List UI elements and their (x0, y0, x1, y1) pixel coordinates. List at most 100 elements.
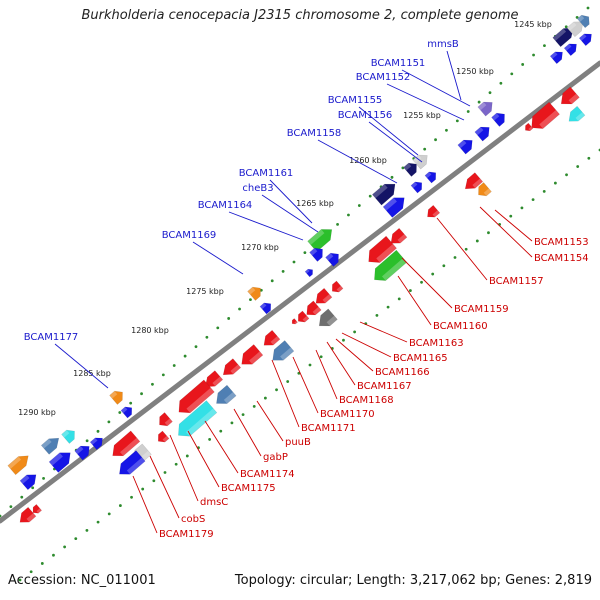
tick-dot (347, 213, 350, 217)
gene-arrow-body (478, 182, 492, 197)
inner-tick-track (18, 148, 600, 582)
gene-arrow-highlight (140, 450, 152, 461)
forward-label-leader (317, 139, 398, 184)
tick-dot (249, 298, 252, 302)
tick-dot (205, 335, 209, 339)
gene-arrow-body (531, 101, 560, 129)
gene-arrow-body (259, 302, 272, 315)
reverse-label-leader (397, 275, 432, 326)
gene-arrow-body (368, 235, 397, 263)
forward-gene (491, 112, 505, 127)
gene-arrow-highlight (474, 127, 484, 136)
gene-arrow-body (563, 43, 577, 57)
gene-arrow-body (222, 358, 242, 376)
gene-arrow-body (216, 384, 237, 404)
reverse-gene-label: BCAM1175 (221, 483, 276, 494)
gene-arrow-body (89, 437, 103, 451)
gene-arrow-body (549, 51, 563, 65)
gene-arrow-body (241, 344, 264, 365)
forward-gene (410, 181, 423, 194)
tick-dot (219, 429, 223, 433)
gene-arrow-highlight (472, 178, 483, 189)
reverse-label-leader (315, 349, 338, 400)
tick-dot (129, 401, 133, 405)
tick-dot (420, 280, 423, 284)
forward-gene-label: BCAM1152 (356, 72, 411, 83)
gene-arrow-body (32, 504, 42, 514)
tick-dot (431, 272, 435, 276)
gene-arrow-body (119, 450, 146, 475)
gene-arrow-body (7, 455, 29, 476)
reverse-gene (315, 287, 333, 304)
tick-dot (183, 354, 187, 358)
gene-arrow-body (61, 429, 75, 444)
tick-dot (140, 392, 143, 396)
gene-arrow-highlight (90, 437, 98, 445)
gene-arrow-highlight (412, 155, 422, 164)
reverse-gene-label: BCAM1163 (409, 338, 464, 349)
tick-dot (553, 181, 557, 185)
gene-arrow-body (412, 154, 428, 170)
gene-arrow-body (560, 86, 580, 105)
reverse-gene-label: cobS (181, 514, 205, 525)
reverse-label-leader (401, 257, 453, 309)
forward-gene-label: BCAM1151 (371, 58, 426, 69)
forward-gene (576, 14, 590, 29)
tick-dot (281, 270, 285, 273)
gene-arrow-highlight (270, 336, 280, 346)
tick-dot (564, 25, 568, 29)
gene-arrow-body (204, 370, 224, 388)
tick-dot (375, 313, 379, 317)
gene-arrow-highlight (185, 408, 217, 437)
tick-dot (475, 239, 479, 243)
tick-dot (0, 514, 2, 518)
gene-arrow-body (477, 101, 493, 117)
kbp-tick: 1270 kbp (241, 243, 279, 252)
forward-gene (549, 51, 563, 65)
tick-dot (390, 175, 394, 179)
kbp-tick: 1280 kbp (131, 326, 169, 335)
tick-dot (408, 289, 412, 292)
gene-arrow-highlight (322, 294, 332, 304)
forward-label-leader (54, 343, 109, 389)
tick-dot (565, 173, 568, 177)
tick-dot (40, 562, 44, 565)
tick-dot (510, 72, 514, 76)
reverse-gene-label: BCAM1154 (534, 253, 589, 264)
gene-arrow-highlight (280, 347, 294, 361)
reverse-gene (531, 101, 560, 129)
tick-dot (29, 570, 33, 574)
gene-arrow-highlight (382, 258, 407, 281)
gene-arrow-body (568, 105, 586, 122)
gene-arrow-body (576, 14, 590, 29)
gene-arrow-highlight (325, 253, 334, 261)
gene-arrow-highlight (376, 244, 397, 263)
forward-gene (120, 406, 133, 419)
tick-dot (107, 512, 111, 516)
tick-dot (141, 487, 145, 491)
outer-tick-track (0, 6, 590, 518)
gene-arrow-highlight (432, 210, 440, 218)
gene-arrow-highlight (564, 43, 572, 51)
gene-arrow-highlight (309, 248, 318, 256)
tick-dot (531, 198, 535, 202)
reverse-gene (374, 249, 408, 281)
kbp-tick-label: 1265 kbp (296, 199, 334, 208)
tick-dot (532, 53, 535, 57)
tick-dot (152, 479, 156, 483)
reverse-gene-label: BCAM1159 (454, 304, 509, 315)
forward-gene (403, 162, 417, 177)
tick-dot (368, 194, 372, 198)
reverse-label-leader (494, 209, 533, 242)
gene-arrow-highlight (477, 102, 487, 111)
gene-arrow-highlight (259, 302, 267, 310)
reverse-label-leader (359, 321, 408, 343)
gene-arrow-highlight (120, 406, 128, 414)
gene-arrow-body (304, 268, 313, 278)
gene-arrow-highlight (539, 110, 560, 129)
tick-dot (216, 326, 220, 330)
forward-gene (19, 474, 37, 491)
gene-arrow-body (325, 252, 339, 267)
reverse-gene-label: BCAM1165 (393, 353, 448, 364)
reverse-gene (427, 204, 441, 218)
